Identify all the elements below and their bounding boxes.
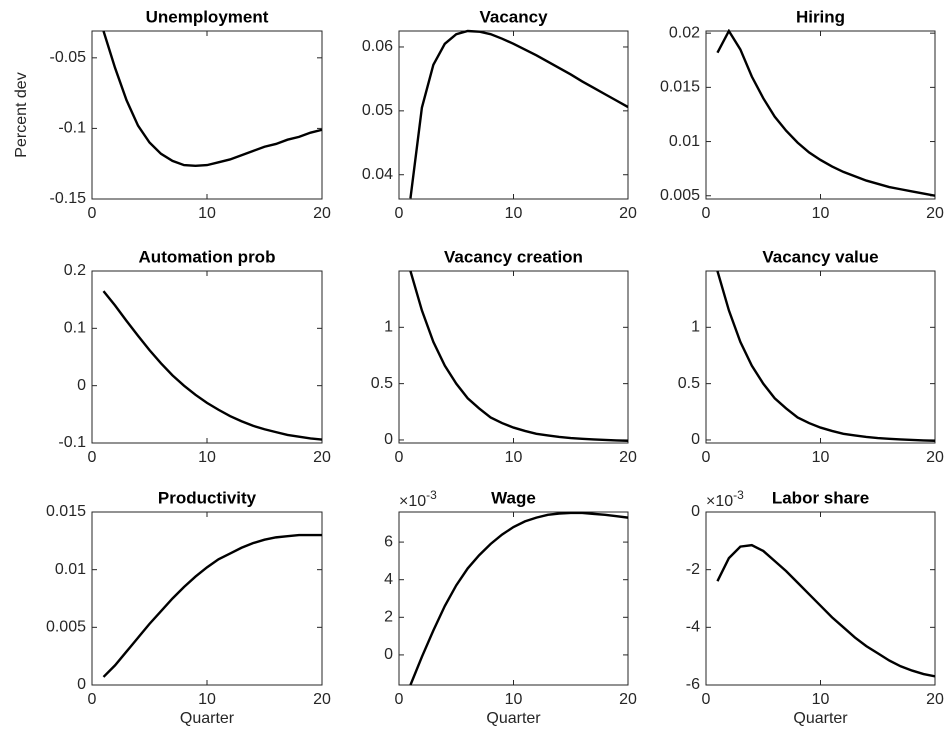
y-tick-label: 0.015 <box>660 79 700 96</box>
axes-box <box>91 30 323 200</box>
multiplier-power: -3 <box>426 488 437 502</box>
x-tick-label: 10 <box>198 449 216 466</box>
x-tick-label: 0 <box>702 205 711 222</box>
x-tick-label: 0 <box>395 691 404 708</box>
y-tick-label: 0.01 <box>669 133 700 150</box>
line-series <box>716 270 935 442</box>
subplot-title: Vacancy <box>479 7 548 26</box>
x-tick-label: 0 <box>702 449 711 466</box>
subplot-title: Vacancy value <box>762 247 878 266</box>
x-tick-label: 0 <box>395 449 404 466</box>
x-tick-label: 20 <box>619 449 637 466</box>
y-tick-label: 0.2 <box>64 262 86 279</box>
y-tick-label: 4 <box>384 571 393 588</box>
axes-box <box>705 511 936 686</box>
x-tick-label: 10 <box>198 691 216 708</box>
x-tick-label: 0 <box>702 691 711 708</box>
x-tick-label: 20 <box>313 691 331 708</box>
subplot-title: Automation prob <box>139 247 276 266</box>
x-tick-label: 20 <box>619 691 637 708</box>
axes-box <box>398 511 629 686</box>
y-tick-label: 0.05 <box>362 102 393 119</box>
multiplier-power: -3 <box>733 488 744 502</box>
x-tick-label: 0 <box>88 691 97 708</box>
y-tick-label: 0.1 <box>64 320 86 337</box>
x-tick-label: 20 <box>926 205 944 222</box>
y-tick-label: 0.02 <box>669 24 700 41</box>
subplot-title: Wage <box>491 488 536 507</box>
line-series <box>409 29 628 199</box>
y-tick-label: -0.05 <box>50 49 87 66</box>
x-tick-label: 10 <box>812 205 830 222</box>
x-tick-label: 20 <box>926 449 944 466</box>
x-tick-label: 10 <box>198 205 216 222</box>
x-tick-label: 10 <box>812 691 830 708</box>
subplot-title: Productivity <box>158 488 257 507</box>
axes-box <box>705 270 936 444</box>
x-tick-label: 10 <box>505 449 523 466</box>
y-tick-label: -0.1 <box>58 434 86 451</box>
x-axis-label: Quarter <box>486 710 541 727</box>
line-series <box>409 511 628 686</box>
y-tick-label: 0 <box>384 646 393 663</box>
x-tick-label: 10 <box>812 449 830 466</box>
multiplier-base: ×10 <box>706 493 733 510</box>
line-series <box>716 29 935 197</box>
y-tick-label: 0 <box>691 431 700 448</box>
x-tick-label: 10 <box>505 205 523 222</box>
x-tick-label: 20 <box>313 205 331 222</box>
y-tick-label: 0 <box>77 676 86 693</box>
x-tick-label: 0 <box>88 205 97 222</box>
x-tick-label: 10 <box>505 691 523 708</box>
y-tick-label: -6 <box>686 676 700 693</box>
x-tick-label: 20 <box>619 205 637 222</box>
y-tick-label: 0 <box>384 431 393 448</box>
y-tick-label: 1 <box>384 319 393 336</box>
y-multiplier: ×10-3 <box>706 488 744 510</box>
y-tick-label: 0.005 <box>46 619 86 636</box>
y-tick-label: 1 <box>691 319 700 336</box>
y-tick-label: 0.5 <box>371 375 393 392</box>
y-axis-label: Percent dev <box>13 72 30 157</box>
axes-box <box>91 270 323 444</box>
y-tick-label: 0.5 <box>678 375 700 392</box>
y-tick-label: 0 <box>691 503 700 520</box>
y-tick-label: -4 <box>686 619 700 636</box>
subplot-title: Labor share <box>772 488 869 507</box>
y-tick-label: 0.01 <box>55 561 86 578</box>
x-tick-label: 0 <box>88 449 97 466</box>
y-tick-label: -2 <box>686 561 700 578</box>
line-series <box>716 543 935 678</box>
y-tick-label: 0.06 <box>362 38 393 55</box>
x-axis-label: Quarter <box>180 710 235 727</box>
x-tick-label: 0 <box>395 205 404 222</box>
y-tick-label: 0 <box>77 377 86 394</box>
line-series <box>409 270 628 442</box>
y-tick-label: 0.005 <box>660 187 700 204</box>
axes-box <box>705 30 936 200</box>
subplot-title: Vacancy creation <box>444 247 583 266</box>
axes-box <box>91 511 323 686</box>
y-tick-label: -0.15 <box>50 190 87 207</box>
y-multiplier: ×10-3 <box>399 488 437 510</box>
y-tick-label: 0.015 <box>46 503 86 520</box>
subplot-title: Hiring <box>796 7 845 26</box>
axes-box <box>398 270 629 444</box>
line-series <box>102 533 322 678</box>
x-axis-label: Quarter <box>793 710 848 727</box>
line-series <box>102 290 322 441</box>
y-tick-label: 2 <box>384 609 393 626</box>
subplot-title: Unemployment <box>146 7 269 26</box>
multiplier-base: ×10 <box>399 493 426 510</box>
y-tick-label: 0.04 <box>362 166 393 183</box>
x-tick-label: 20 <box>926 691 944 708</box>
x-tick-label: 20 <box>313 449 331 466</box>
y-tick-label: 6 <box>384 533 393 550</box>
y-tick-label: -0.1 <box>58 120 86 137</box>
line-series <box>102 30 322 168</box>
axes-box <box>398 30 629 200</box>
